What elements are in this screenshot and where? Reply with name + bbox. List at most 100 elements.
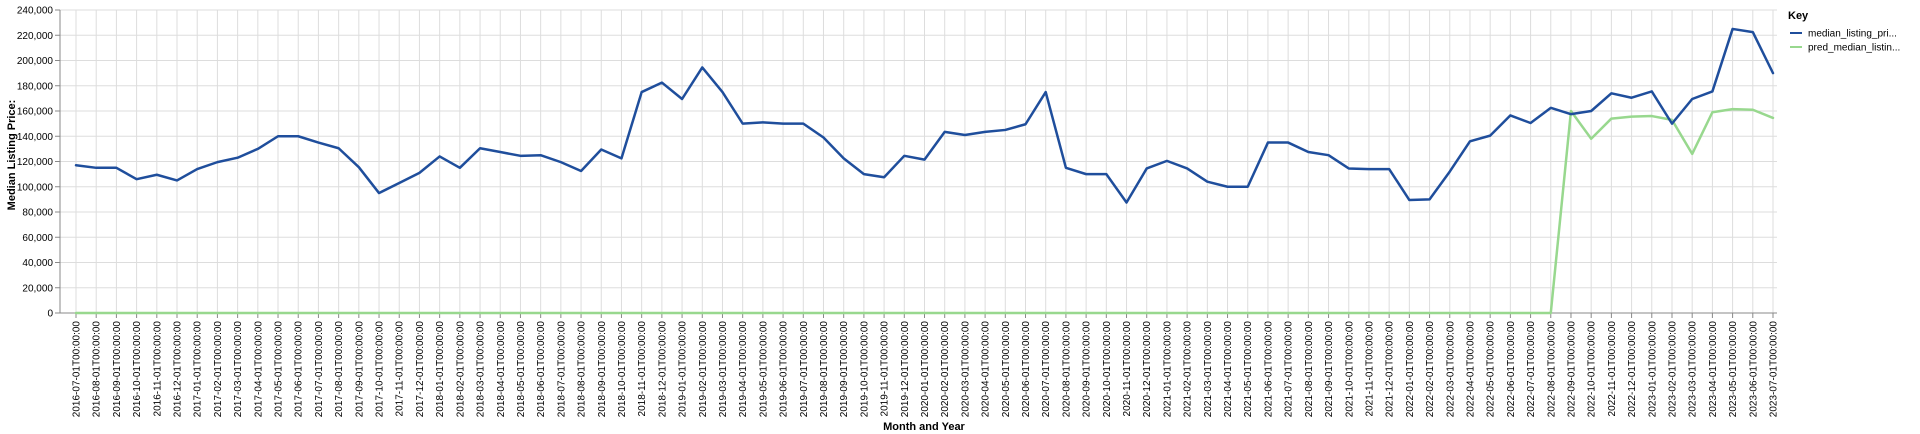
- x-tick-label: 2022-10-01T00:00:00: [1587, 321, 1598, 418]
- x-tick-label: 2022-05-01T00:00:00: [1486, 321, 1497, 418]
- x-tick-label: 2020-01-01T00:00:00: [920, 321, 931, 418]
- x-tick-label: 2017-10-01T00:00:00: [375, 321, 386, 418]
- x-tick-label: 2017-06-01T00:00:00: [294, 321, 305, 418]
- x-tick-label: 2020-02-01T00:00:00: [940, 321, 951, 418]
- x-tick-label: 2022-11-01T00:00:00: [1607, 321, 1618, 417]
- legend-entry: pred_median_listin...: [1808, 43, 1900, 54]
- x-tick-label: 2022-09-01T00:00:00: [1566, 321, 1577, 418]
- x-tick-label: 2023-01-01T00:00:00: [1647, 321, 1658, 418]
- x-tick-label: 2019-09-01T00:00:00: [839, 321, 850, 418]
- series-line-0: [74, 27, 1775, 204]
- x-tick-label: 2020-10-01T00:00:00: [1102, 321, 1113, 418]
- x-tick-label: 2022-02-01T00:00:00: [1425, 321, 1436, 418]
- x-tick-label: 2022-07-01T00:00:00: [1526, 321, 1537, 418]
- x-tick-label: 2016-11-01T00:00:00: [152, 321, 163, 417]
- y-tick-label: 200,000: [17, 56, 54, 67]
- x-tick-label: 2021-10-01T00:00:00: [1344, 321, 1355, 418]
- x-tick-label: 2018-03-01T00:00:00: [476, 321, 487, 418]
- x-tick-label: 2020-06-01T00:00:00: [1021, 321, 1032, 418]
- x-tick-label: 2020-12-01T00:00:00: [1142, 321, 1153, 418]
- x-tick-label: 2021-05-01T00:00:00: [1243, 321, 1254, 418]
- x-tick-label: 2022-04-01T00:00:00: [1465, 321, 1476, 418]
- x-tick-label: 2019-05-01T00:00:00: [758, 321, 769, 418]
- x-tick-label: 2016-10-01T00:00:00: [132, 321, 143, 418]
- x-tick-label: 2018-06-01T00:00:00: [536, 321, 547, 418]
- y-tick-label: 140,000: [17, 132, 54, 143]
- x-tick-label: 2018-11-01T00:00:00: [637, 321, 648, 417]
- x-tick-label: 2016-08-01T00:00:00: [92, 321, 103, 418]
- x-tick-label: 2021-09-01T00:00:00: [1324, 321, 1335, 418]
- legend-title: Key: [1788, 10, 1809, 22]
- x-tick-label: 2022-03-01T00:00:00: [1445, 321, 1456, 418]
- x-tick-label: 2022-08-01T00:00:00: [1546, 321, 1557, 418]
- x-tick-label: 2017-08-01T00:00:00: [334, 321, 345, 418]
- x-tick-label: 2022-01-01T00:00:00: [1405, 321, 1416, 418]
- y-tick-label: 20,000: [22, 283, 53, 294]
- x-tick-label: 2017-07-01T00:00:00: [314, 321, 325, 418]
- x-tick-label: 2019-06-01T00:00:00: [779, 321, 790, 418]
- y-tick-label: 160,000: [17, 107, 54, 118]
- x-tick-label: 2021-01-01T00:00:00: [1162, 321, 1173, 418]
- x-tick-label: 2019-01-01T00:00:00: [678, 321, 689, 418]
- x-tick-label: 2019-07-01T00:00:00: [799, 321, 810, 418]
- x-tick-label: 2021-04-01T00:00:00: [1223, 321, 1234, 418]
- x-tick-label: 2023-06-01T00:00:00: [1748, 321, 1759, 418]
- x-tick-label: 2021-11-01T00:00:00: [1364, 321, 1375, 417]
- x-tick-label: 2021-02-01T00:00:00: [1183, 321, 1194, 418]
- x-tick-label: 2020-08-01T00:00:00: [1061, 321, 1072, 418]
- x-tick-label: 2020-11-01T00:00:00: [1122, 321, 1133, 417]
- x-tick-label: 2019-03-01T00:00:00: [718, 321, 729, 418]
- x-tick-label: 2021-08-01T00:00:00: [1304, 321, 1315, 418]
- x-tick-label: 2021-06-01T00:00:00: [1263, 321, 1274, 418]
- x-tick-label: 2022-12-01T00:00:00: [1627, 321, 1638, 418]
- x-tick-label: 2018-01-01T00:00:00: [435, 321, 446, 418]
- x-axis: 2016-07-01T00:00:00 2016-08-01T00:00:00 20…: [60, 312, 1780, 418]
- x-tick-label: 2018-04-01T00:00:00: [496, 321, 507, 418]
- y-axis: 0 20,000 40,000 60,000 80,000 100,000 120,000 1…: [17, 6, 61, 320]
- x-tick-label: 2018-05-01T00:00:00: [516, 321, 527, 418]
- x-tick-label: 2017-02-01T00:00:00: [213, 321, 224, 418]
- series-line-1: [74, 107, 1775, 315]
- x-tick-label: 2023-02-01T00:00:00: [1667, 321, 1678, 418]
- x-tick-label: 2023-05-01T00:00:00: [1728, 321, 1739, 418]
- x-tick-label: 2019-04-01T00:00:00: [738, 321, 749, 418]
- x-tick-label: 2019-02-01T00:00:00: [698, 321, 709, 418]
- y-tick-label: 40,000: [22, 258, 53, 269]
- legend-entry: median_listing_pri...: [1808, 29, 1897, 40]
- x-tick-label: 2017-03-01T00:00:00: [233, 321, 244, 418]
- legend: Key median_listing_pri... pred_median_lis…: [1788, 10, 1900, 54]
- y-tick-label: 0: [47, 309, 53, 320]
- x-tick-label: 2016-09-01T00:00:00: [112, 321, 123, 418]
- x-tick-label: 2020-03-01T00:00:00: [960, 321, 971, 418]
- y-tick-label: 60,000: [22, 233, 53, 244]
- x-tick-label: 2021-12-01T00:00:00: [1385, 321, 1396, 418]
- series-layer: [74, 27, 1775, 315]
- x-tick-label: 2017-09-01T00:00:00: [354, 321, 365, 418]
- y-tick-label: 240,000: [17, 6, 54, 17]
- x-tick-label: 2018-08-01T00:00:00: [577, 321, 588, 418]
- x-tick-label: 2017-11-01T00:00:00: [395, 321, 406, 417]
- x-tick-label: 2021-03-01T00:00:00: [1203, 321, 1214, 418]
- y-tick-label: 80,000: [22, 208, 53, 219]
- x-tick-label: 2020-05-01T00:00:00: [1001, 321, 1012, 418]
- x-tick-label: 2018-10-01T00:00:00: [617, 321, 628, 418]
- x-tick-label: 2018-12-01T00:00:00: [657, 321, 668, 418]
- x-tick-label: 2022-06-01T00:00:00: [1506, 321, 1517, 418]
- x-axis-title: Month and Year: [883, 421, 965, 433]
- y-tick-label: 100,000: [17, 182, 54, 193]
- x-tick-label: 2023-03-01T00:00:00: [1688, 321, 1699, 418]
- x-tick-label: 2019-08-01T00:00:00: [819, 321, 830, 418]
- y-tick-label: 220,000: [17, 31, 54, 42]
- x-tick-label: 2019-12-01T00:00:00: [900, 321, 911, 418]
- y-axis-title: Median Listing Price:: [6, 100, 18, 211]
- x-tick-label: 2019-11-01T00:00:00: [880, 321, 891, 417]
- x-tick-label: 2017-05-01T00:00:00: [274, 321, 285, 418]
- x-tick-label: 2018-09-01T00:00:00: [597, 321, 608, 418]
- x-tick-label: 2020-07-01T00:00:00: [1041, 321, 1052, 418]
- x-tick-label: 2018-07-01T00:00:00: [556, 321, 567, 418]
- x-tick-label: 2019-10-01T00:00:00: [859, 321, 870, 418]
- x-tick-label: 2020-09-01T00:00:00: [1082, 321, 1093, 418]
- x-tick-label: 2016-12-01T00:00:00: [173, 321, 184, 418]
